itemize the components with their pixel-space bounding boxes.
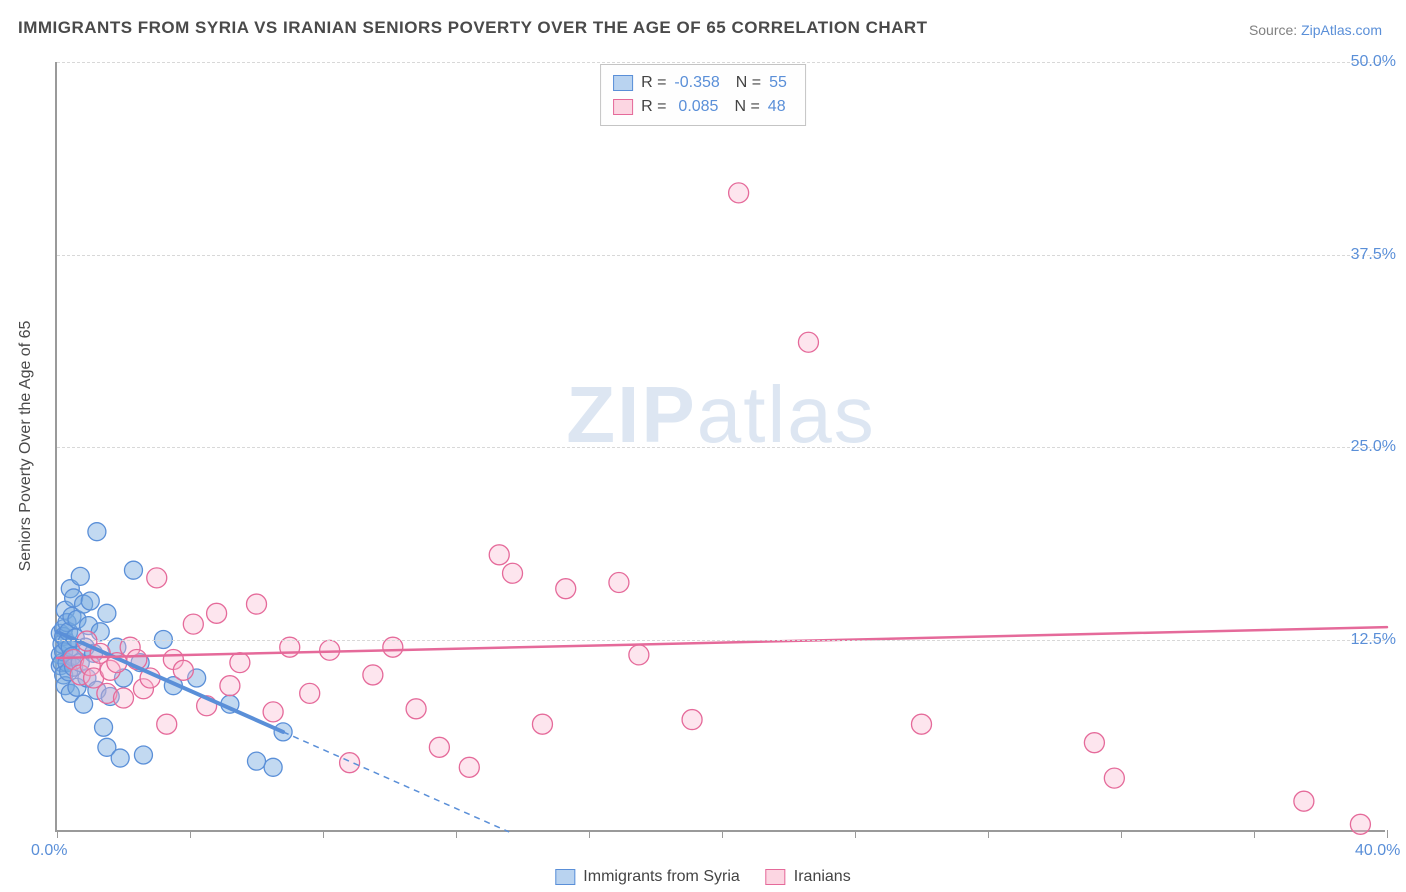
x-tick — [722, 830, 723, 838]
y-axis-label: Seniors Poverty Over the Age of 65 — [17, 321, 35, 572]
stat-n-label: N = — [736, 71, 761, 95]
source-label: Source: ZipAtlas.com — [1249, 22, 1382, 38]
x-tick — [1387, 830, 1388, 838]
legend-series: Immigrants from Syria Iranians — [555, 868, 850, 886]
grid-line — [57, 447, 1385, 448]
swatch-pink-icon — [613, 99, 633, 115]
x-tick — [855, 830, 856, 838]
legend-item-1: Iranians — [766, 868, 851, 886]
x-tick — [988, 830, 989, 838]
x-tick — [323, 830, 324, 838]
legend-label-0: Immigrants from Syria — [583, 868, 739, 886]
legend-stats: R = -0.358 N = 55 R = 0.085 N = 48 — [600, 64, 806, 126]
grid-line — [57, 255, 1385, 256]
chart-title: IMMIGRANTS FROM SYRIA VS IRANIAN SENIORS… — [18, 18, 928, 38]
stat-r-value-0: -0.358 — [674, 71, 719, 95]
x-tick — [456, 830, 457, 838]
swatch-pink-icon — [766, 869, 786, 885]
swatch-blue-icon — [555, 869, 575, 885]
y-tick-label: 50.0% — [1351, 53, 1396, 71]
stat-r-value-1: 0.085 — [678, 95, 718, 119]
source-prefix: Source: — [1249, 22, 1301, 38]
x-tick — [1254, 830, 1255, 838]
x-tick — [57, 830, 58, 838]
chart-svg — [57, 62, 1385, 830]
swatch-blue-icon — [613, 75, 633, 91]
grid-line — [57, 62, 1385, 63]
y-tick-label: 37.5% — [1351, 246, 1396, 264]
stat-r-label: R = — [641, 95, 666, 119]
legend-stats-row-0: R = -0.358 N = 55 — [613, 71, 787, 95]
x-tick — [1121, 830, 1122, 838]
x-origin-label: 0.0% — [31, 842, 67, 860]
legend-label-1: Iranians — [794, 868, 851, 886]
x-max-label: 40.0% — [1355, 842, 1400, 860]
x-tick — [190, 830, 191, 838]
y-tick-label: 25.0% — [1351, 438, 1396, 456]
stat-n-value-1: 48 — [768, 95, 786, 119]
stat-n-value-0: 55 — [769, 71, 787, 95]
legend-item-0: Immigrants from Syria — [555, 868, 739, 886]
legend-stats-row-1: R = 0.085 N = 48 — [613, 95, 787, 119]
grid-line — [57, 640, 1385, 641]
plot-area: ZIPatlas — [55, 62, 1385, 832]
stat-r-label: R = — [641, 71, 666, 95]
source-link[interactable]: ZipAtlas.com — [1301, 22, 1382, 38]
stat-n-label: N = — [734, 95, 759, 119]
y-tick-label: 12.5% — [1351, 631, 1396, 649]
x-tick — [589, 830, 590, 838]
